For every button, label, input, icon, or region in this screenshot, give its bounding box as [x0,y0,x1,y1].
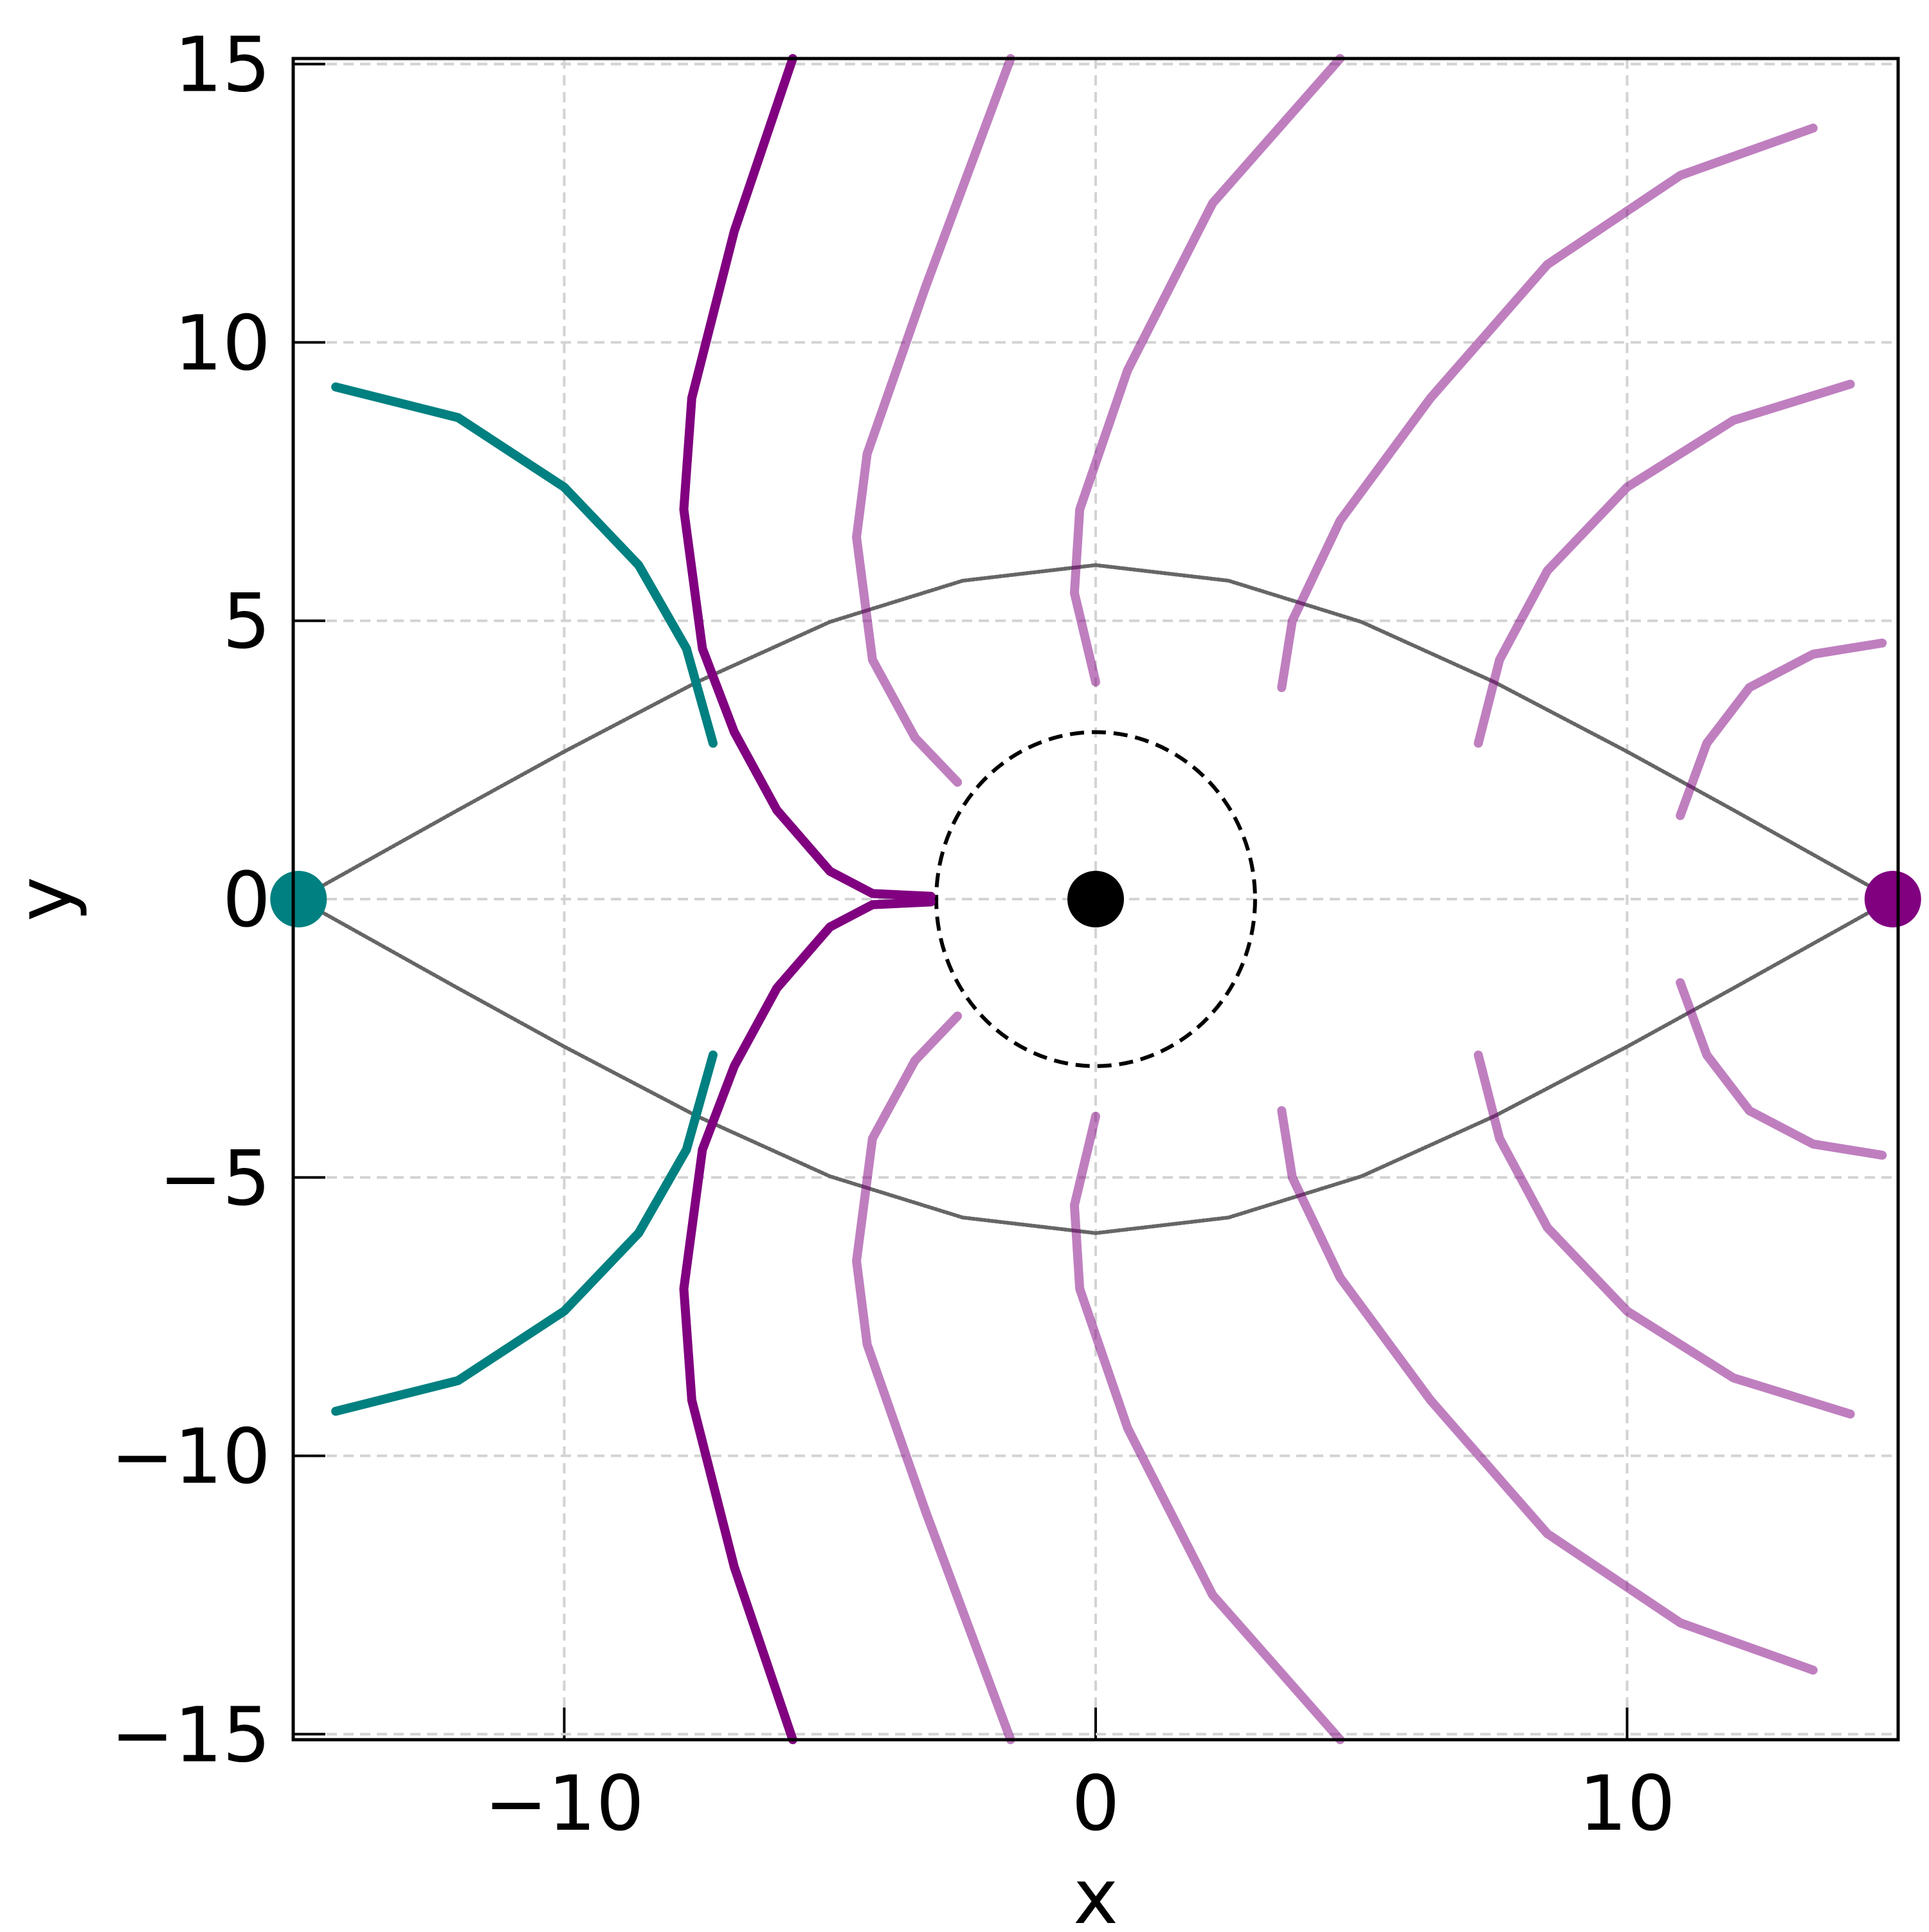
y-tick-label: −15 [111,1690,271,1779]
y-tick-label: −10 [111,1412,271,1501]
line [1676,978,1887,1160]
y-tick-label: 5 [222,577,271,666]
line [679,897,936,1744]
point [1864,871,1921,927]
line [1277,1106,1818,1675]
line [1069,54,1345,687]
y-tick-label: 15 [174,21,271,109]
line [852,1011,1015,1744]
line [331,382,718,748]
point [270,871,327,927]
line [1277,123,1818,693]
line [331,1050,718,1416]
y-tick-label: −5 [159,1134,271,1223]
line [296,563,1895,901]
line [296,897,1895,1235]
x-tick-label: −10 [484,1759,644,1848]
point [1067,871,1124,927]
line [1069,1111,1345,1744]
line [1474,379,1855,748]
y-axis-label: y [0,877,89,922]
line [852,54,1015,787]
x-axis-label: x [1073,1852,1118,1929]
x-tick-label: 0 [1071,1759,1119,1848]
line [1474,1050,1855,1419]
y-tick-label: 10 [174,298,271,387]
y-tick-label: 0 [222,855,271,944]
circle [934,730,1257,1068]
line [1676,638,1887,821]
plot-frame [291,57,1900,1742]
line [679,54,936,901]
x-tick-label: 10 [1579,1759,1675,1848]
